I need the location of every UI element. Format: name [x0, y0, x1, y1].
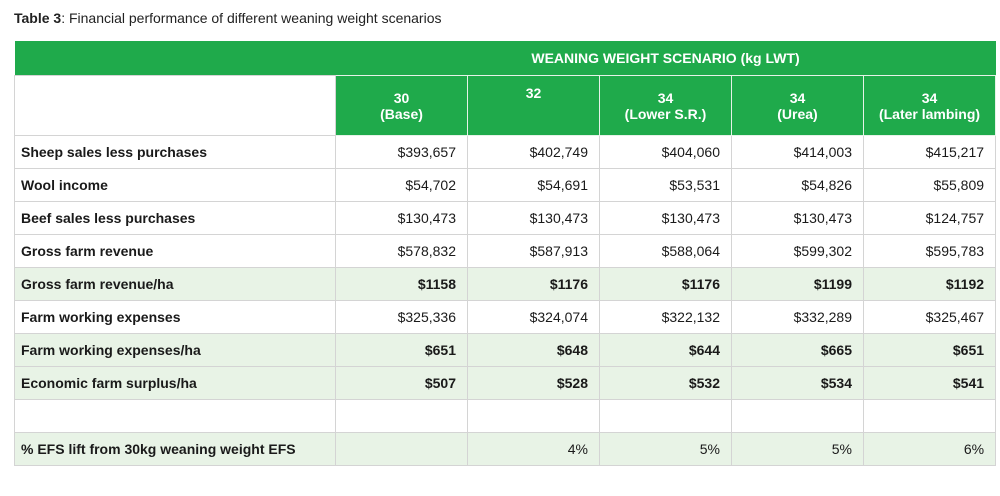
table-row: Sheep sales less purchases $393,657 $402…	[14, 135, 997, 169]
empty-cell	[14, 399, 336, 433]
table-cell: $1192	[862, 267, 997, 301]
table-cell: $322,132	[599, 300, 732, 334]
table-row: Gross farm revenue $578,832 $587,913 $58…	[14, 234, 997, 268]
table-cell: $532	[599, 366, 732, 400]
row-label: % EFS lift from 30kg weaning weight EFS	[14, 432, 336, 466]
table-cell: $1199	[731, 267, 864, 301]
table-cell: 6%	[862, 432, 997, 466]
row-label: Gross farm revenue/ha	[14, 267, 336, 301]
table-cell: $130,473	[335, 201, 468, 235]
banner-row: WEANING WEIGHT SCENARIO (kg LWT)	[14, 41, 996, 76]
table-cell: $644	[599, 333, 732, 367]
row-label: Sheep sales less purchases	[14, 135, 336, 169]
column-header-line2: (Urea)	[777, 105, 818, 122]
column-header-row: 30 (Base) 32 34 (Lower S.R.) 34 (Urea) 34 (L…	[14, 75, 997, 136]
table-cell: $54,826	[731, 168, 864, 202]
column-header-32: 32	[467, 75, 600, 136]
column-header-line1: 34	[657, 89, 674, 106]
table-cell: $53,531	[599, 168, 732, 202]
table-row-empty	[14, 399, 997, 433]
column-header-30-base: 30 (Base)	[335, 75, 468, 136]
row-label: Wool income	[14, 168, 336, 202]
table-row: Farm working expenses/ha $651 $648 $644 …	[14, 333, 997, 367]
table-row: % EFS lift from 30kg weaning weight EFS …	[14, 432, 997, 466]
table-row: Gross farm revenue/ha $1158 $1176 $1176 …	[14, 267, 997, 301]
table-cell: $534	[731, 366, 864, 400]
row-label: Gross farm revenue	[14, 234, 336, 268]
column-header-line2: (Base)	[380, 105, 423, 122]
table-cell: $54,702	[335, 168, 468, 202]
table-cell: $528	[467, 366, 600, 400]
table-cell: $130,473	[467, 201, 600, 235]
table-cell: $587,913	[467, 234, 600, 268]
table-cell: $651	[335, 333, 468, 367]
table-cell: $507	[335, 366, 468, 400]
caption-label: Table 3	[14, 10, 62, 26]
table-cell: $55,809	[862, 168, 997, 202]
table-row: Wool income $54,702 $54,691 $53,531 $54,…	[14, 168, 997, 202]
table-cell: $1176	[467, 267, 600, 301]
column-header-line1: 30	[393, 89, 410, 106]
table-row: Beef sales less purchases $130,473 $130,…	[14, 201, 997, 235]
column-header-line1: 34	[921, 89, 938, 106]
column-header-34-lower-sr: 34 (Lower S.R.)	[599, 75, 732, 136]
table-row: Economic farm surplus/ha $507 $528 $532 …	[14, 366, 997, 400]
row-label: Economic farm surplus/ha	[14, 366, 336, 400]
table-cell: $324,074	[467, 300, 600, 334]
header-blank-cell	[14, 75, 336, 136]
row-label: Farm working expenses/ha	[14, 333, 336, 367]
table-cell: $1158	[335, 267, 468, 301]
table-cell: $130,473	[599, 201, 732, 235]
empty-cell	[599, 399, 732, 433]
table-cell: $665	[731, 333, 864, 367]
table-cell: $651	[862, 333, 997, 367]
table-cell: $1176	[599, 267, 732, 301]
row-label: Farm working expenses	[14, 300, 336, 334]
empty-cell	[335, 399, 468, 433]
table-cell: $54,691	[467, 168, 600, 202]
table-cell: $325,467	[862, 300, 997, 334]
financial-performance-table: WEANING WEIGHT SCENARIO (kg LWT) 30 (Base…	[14, 41, 997, 466]
table-cell: $402,749	[467, 135, 600, 169]
empty-cell	[862, 399, 997, 433]
column-header-line1: 34	[789, 89, 806, 106]
table-cell: $588,064	[599, 234, 732, 268]
table-cell: $599,302	[731, 234, 864, 268]
column-header-34-later-lambing: 34 (Later lambing)	[862, 75, 997, 136]
table-row: Farm working expenses $325,336 $324,074 …	[14, 300, 997, 334]
table-cell: 5%	[731, 432, 864, 466]
table-cell: $414,003	[731, 135, 864, 169]
table-caption: Table 3: Financial performance of differ…	[14, 10, 442, 26]
table-cell: 4%	[467, 432, 600, 466]
row-label: Beef sales less purchases	[14, 201, 336, 235]
column-header-line2: (Later lambing)	[878, 105, 981, 122]
table-cell: $415,217	[862, 135, 997, 169]
table-cell: $325,336	[335, 300, 468, 334]
column-header-line1: 32	[525, 85, 542, 101]
table-cell: $130,473	[731, 201, 864, 235]
column-header-34-urea: 34 (Urea)	[731, 75, 864, 136]
table-cell: $393,657	[335, 135, 468, 169]
table-cell	[335, 432, 468, 466]
empty-cell	[731, 399, 864, 433]
table-cell: $332,289	[731, 300, 864, 334]
table-cell: $648	[467, 333, 600, 367]
table-cell: 5%	[599, 432, 732, 466]
table-cell: $124,757	[862, 201, 997, 235]
caption-text: : Financial performance of different wea…	[61, 10, 442, 26]
table-cell: $578,832	[335, 234, 468, 268]
banner-blank-cell	[14, 41, 336, 76]
empty-cell	[467, 399, 600, 433]
table-cell: $541	[862, 366, 997, 400]
scenario-banner: WEANING WEIGHT SCENARIO (kg LWT)	[335, 41, 996, 76]
table-cell: $595,783	[862, 234, 997, 268]
table-cell: $404,060	[599, 135, 732, 169]
column-header-line2: (Lower S.R.)	[624, 105, 707, 122]
